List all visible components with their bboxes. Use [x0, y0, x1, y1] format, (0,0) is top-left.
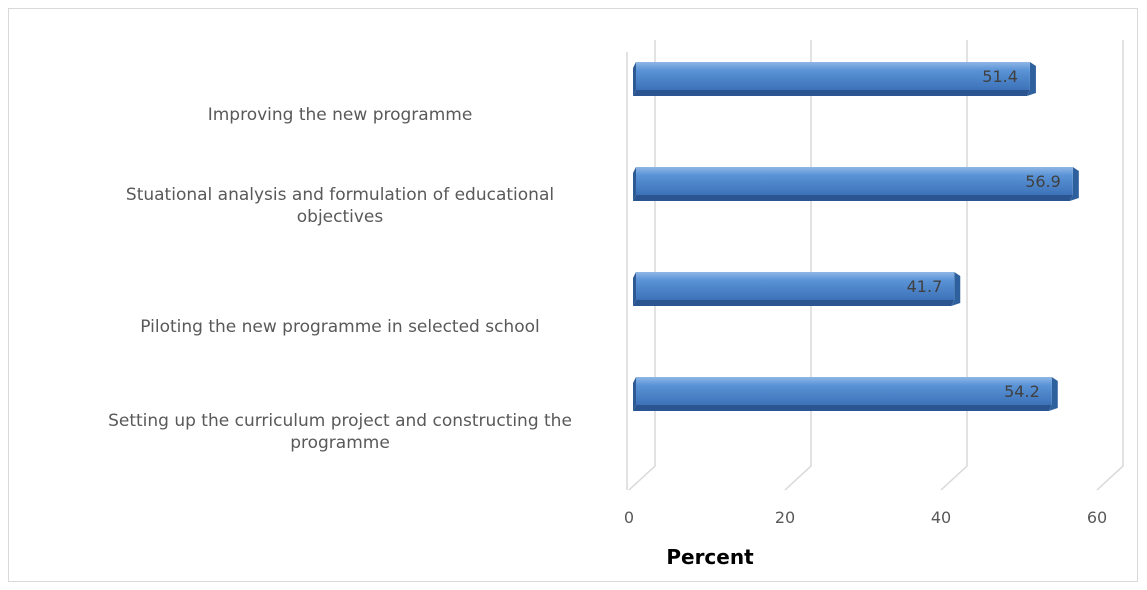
grid-lines	[626, 40, 1124, 491]
data-label-0: 51.4	[982, 67, 1018, 86]
bar-face-1	[636, 167, 1073, 195]
category-label-2: Piloting the new programme in selected s…	[140, 317, 540, 337]
data-label-2: 41.7	[907, 277, 943, 296]
x-axis-ticks: 0 20 40 60	[624, 508, 1107, 527]
gridline-1	[784, 40, 812, 491]
bar-2	[633, 272, 961, 306]
gridline-3	[1096, 40, 1124, 491]
x-tick-label-0: 0	[624, 508, 634, 527]
bar-0	[633, 62, 1036, 96]
data-label-3: 54.2	[1004, 382, 1040, 401]
bar-face-3	[636, 377, 1052, 405]
data-label-1: 56.9	[1025, 172, 1061, 191]
bar-1	[633, 167, 1079, 201]
gridline-0	[628, 40, 656, 491]
x-tick-label-1: 20	[775, 508, 795, 527]
x-tick-label-2: 40	[931, 508, 951, 527]
bar-3	[633, 377, 1058, 411]
bars: 51.4 56.9 41.7 54.2	[633, 62, 1079, 411]
category-label-1: Stuational analysis and formulation of e…	[125, 185, 555, 227]
bar-face-0	[636, 62, 1030, 90]
category-label-3: Setting up the curriculum project and co…	[108, 411, 572, 453]
x-tick-label-3: 60	[1087, 508, 1107, 527]
bar-face-2	[636, 272, 955, 300]
x-axis-title: Percent	[666, 545, 754, 569]
category-label-0: Improving the new programme	[207, 105, 473, 125]
gridline-2	[940, 40, 968, 491]
